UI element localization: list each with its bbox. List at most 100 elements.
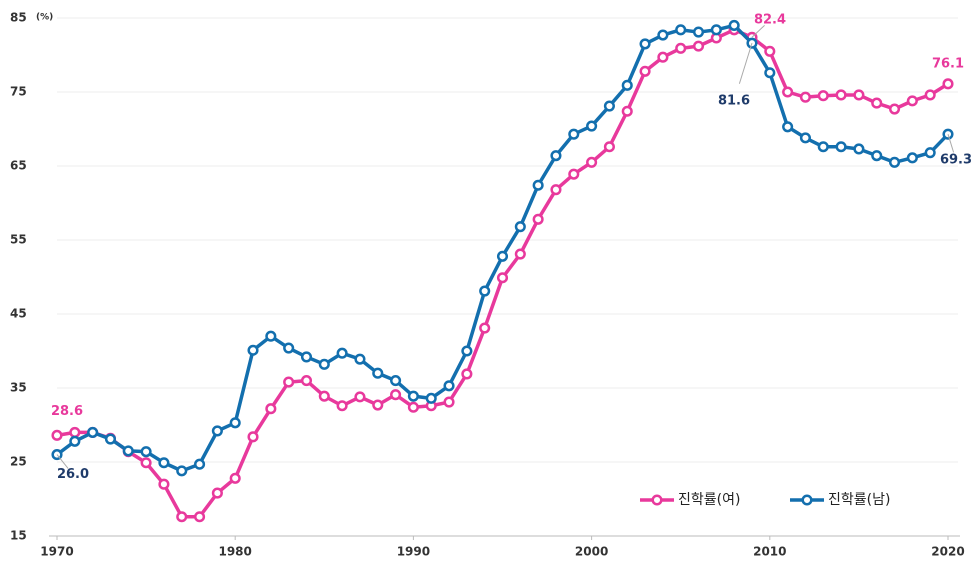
data-label: 28.6: [51, 404, 83, 419]
marker: [300, 375, 313, 387]
marker: [407, 401, 419, 413]
y-tick-label: 55: [10, 233, 27, 247]
marker: [104, 433, 117, 445]
leader-line: [947, 134, 955, 153]
marker: [51, 429, 63, 441]
marker: [532, 179, 544, 191]
marker: [764, 67, 776, 79]
marker: [639, 38, 651, 50]
marker: [764, 45, 776, 57]
marker: [782, 121, 794, 133]
legend-label: 진학률(여): [678, 492, 740, 508]
data-label: 82.4: [754, 13, 786, 28]
marker: [782, 86, 794, 98]
marker: [479, 285, 491, 297]
marker: [550, 184, 562, 196]
marker: [692, 40, 705, 52]
marker: [443, 380, 455, 392]
marker: [158, 457, 170, 469]
marker: [247, 344, 259, 356]
marker: [158, 478, 170, 490]
marker: [194, 511, 206, 523]
marker: [443, 396, 455, 408]
marker: [799, 91, 811, 103]
marker: [728, 19, 740, 31]
marker: [906, 95, 918, 107]
data-label: 81.6: [718, 94, 750, 109]
marker: [140, 446, 152, 458]
marker: [942, 78, 954, 90]
data-label: 76.1: [932, 56, 964, 71]
marker: [247, 431, 259, 443]
marker: [835, 89, 847, 101]
marker: [461, 345, 473, 357]
x-tick-label: 1980: [218, 545, 251, 559]
marker: [888, 156, 901, 168]
marker: [176, 465, 188, 477]
y-tick-label: 65: [10, 159, 27, 173]
marker: [532, 213, 544, 225]
marker: [229, 417, 241, 429]
marker: [799, 132, 811, 144]
marker: [710, 24, 722, 36]
marker: [657, 51, 669, 63]
marker: [906, 152, 918, 164]
marker: [550, 150, 562, 162]
x-tick-label: 2020: [931, 545, 964, 559]
marker: [621, 105, 633, 117]
marker: [69, 435, 81, 447]
marker: [283, 376, 295, 388]
marker: [888, 103, 901, 115]
marker: [924, 89, 936, 101]
y-tick-label: 15: [10, 529, 27, 543]
marker: [318, 390, 330, 402]
marker: [354, 391, 366, 403]
marker: [817, 90, 829, 102]
y-unit: (%): [36, 13, 53, 23]
leader-line: [56, 454, 69, 469]
marker: [692, 26, 705, 38]
marker: [229, 472, 241, 484]
x-tick-label: 1970: [40, 545, 73, 559]
y-tick-label: 75: [10, 85, 27, 99]
marker: [390, 375, 402, 387]
marker: [336, 400, 348, 412]
marker: [853, 89, 865, 101]
data-label: 26.0: [57, 467, 89, 482]
marker: [122, 445, 134, 457]
marker: [603, 141, 615, 153]
marker: [675, 24, 687, 36]
marker: [853, 143, 865, 155]
marker: [87, 426, 99, 438]
legend-marker: [801, 494, 813, 506]
x-tick-label: 2010: [753, 545, 786, 559]
marker: [265, 403, 277, 415]
marker: [621, 79, 633, 91]
marker: [283, 342, 295, 354]
marker: [835, 141, 847, 153]
marker: [586, 156, 598, 168]
marker: [675, 42, 687, 54]
marker: [871, 97, 883, 109]
marker: [176, 511, 188, 523]
marker: [265, 330, 277, 342]
x-tick-label: 1990: [397, 545, 430, 559]
marker: [514, 221, 526, 233]
marker: [871, 150, 883, 162]
marker: [140, 457, 152, 469]
marker: [568, 168, 580, 180]
x-tick-label: 2000: [575, 545, 608, 559]
legend-marker: [651, 494, 663, 506]
marker: [924, 147, 936, 159]
y-tick-label: 85: [10, 11, 27, 25]
y-tick-label: 35: [10, 381, 27, 395]
marker: [390, 389, 402, 401]
marker: [586, 120, 598, 132]
marker: [817, 141, 829, 153]
marker: [568, 128, 580, 140]
marker: [69, 426, 81, 438]
marker: [372, 399, 384, 411]
marker: [639, 65, 651, 77]
marker: [336, 347, 348, 359]
